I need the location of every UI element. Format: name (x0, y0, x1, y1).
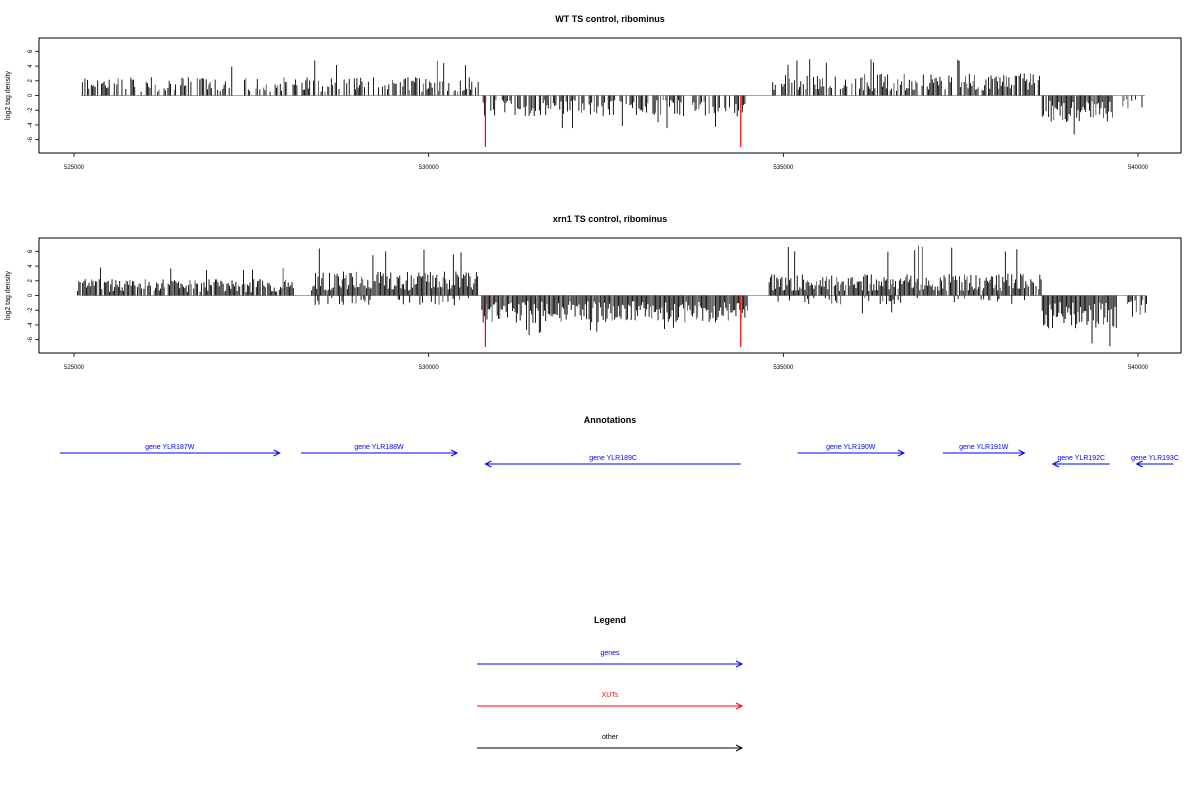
gene-arrowhead (273, 449, 281, 457)
y-tick-label: -6 (28, 336, 34, 342)
x-tick-label: 525000 (64, 365, 85, 371)
legend-arrowhead (735, 744, 744, 752)
legend-label: XUTs (602, 692, 619, 699)
gene-arrow: gene YLR189C (484, 455, 741, 468)
gene-arrowhead (450, 449, 459, 457)
legend-title: Legend (594, 615, 626, 625)
legend-panel: Legend genes XUTs other (477, 615, 744, 752)
y-tick-label: 4 (28, 264, 34, 268)
gene-arrowhead (484, 460, 492, 468)
y-tick-label: 4 (28, 64, 34, 68)
gene-arrowhead (1135, 460, 1143, 468)
y-tick-label: 0 (28, 293, 34, 297)
gene-arrow: gene YLR188W (300, 444, 459, 457)
y-tick-label: -2 (28, 107, 34, 113)
gene-arrow: gene YLR187W (59, 444, 281, 457)
legend-item-xuts: XUTs (477, 692, 744, 710)
y-tick-label: -4 (28, 122, 34, 128)
gene-label: gene YLR192C (1057, 455, 1105, 462)
gene-arrowhead (897, 449, 906, 457)
annotations-panel: Annotations gene YLR187W gene YLR188W gene … (59, 415, 1179, 468)
gene-arrowhead (1018, 449, 1026, 457)
gene-arrow: gene YLR192C (1051, 455, 1110, 468)
legend-arrowhead (735, 702, 744, 710)
legend-label: genes (600, 650, 620, 657)
legend-label: other (602, 734, 619, 741)
track-wt: WT TS control, ribominus -6 -4 -2 0 2 4 6 log2 t… (5, 14, 1182, 171)
gene-arrow: gene YLR191W (942, 444, 1026, 457)
y-tick-label: -2 (28, 307, 34, 313)
gene-label: gene YLR193C (1131, 455, 1179, 462)
gene-label: gene YLR187W (145, 444, 195, 451)
gene-label: gene YLR189C (589, 455, 637, 462)
gene-label: gene YLR188W (354, 444, 404, 451)
bar-series (81, 59, 1143, 135)
legend-item-genes: genes (477, 650, 744, 668)
y-tick-label: -4 (28, 322, 34, 328)
y-tick-label: 2 (28, 78, 34, 82)
legend-arrowhead (735, 660, 744, 668)
chart-title: WT TS control, ribominus (555, 14, 665, 24)
y-tick-label: 0 (28, 93, 34, 97)
y-axis-label: log2 tag density (5, 70, 12, 120)
annotations-title: Annotations (584, 415, 637, 425)
y-tick-label: 6 (28, 49, 34, 53)
y-tick-label: 2 (28, 278, 34, 282)
y-axis-label: log2 tag density (5, 270, 12, 320)
y-tick-label: -6 (28, 136, 34, 142)
gene-arrowhead (1051, 460, 1060, 468)
gene-arrow: gene YLR190W (797, 444, 906, 457)
x-tick-label: 535000 (773, 365, 794, 371)
x-tick-label: 525000 (64, 165, 85, 171)
legend-item-other: other (477, 734, 744, 752)
x-tick-label: 530000 (419, 365, 440, 371)
track-xrn1: xrn1 TS control, ribominus -6 -4 -2 0 2 4 6 log2… (5, 214, 1182, 371)
y-tick-label: 6 (28, 249, 34, 253)
x-tick-label: 535000 (773, 165, 794, 171)
x-tick-label: 530000 (419, 165, 440, 171)
bar-series (77, 245, 1147, 347)
x-tick-label: 540000 (1128, 165, 1149, 171)
x-tick-label: 540000 (1128, 365, 1149, 371)
gene-arrow: gene YLR193C (1131, 455, 1179, 468)
gene-label: gene YLR190W (826, 444, 876, 451)
gene-label: gene YLR191W (959, 444, 1009, 451)
chart-title: xrn1 TS control, ribominus (553, 214, 668, 224)
